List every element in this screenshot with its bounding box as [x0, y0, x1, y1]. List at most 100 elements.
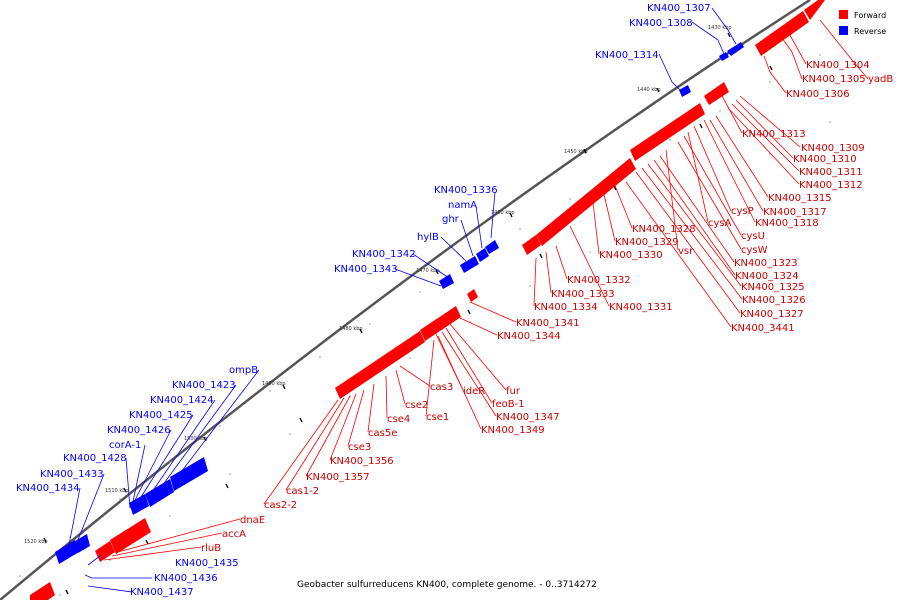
tick-marks [43, 32, 773, 595]
gene-label: cse1 [426, 412, 449, 423]
forward-gene-labels: KN400_1304 KN400_1305 yadB KN400_1306 KN… [201, 60, 893, 554]
gene-label: KN400_1428 [63, 453, 127, 464]
gene-label: cse3 [348, 442, 371, 453]
legend: Forward Reverse [839, 10, 886, 36]
tick-label: 1470 kbp [416, 268, 440, 274]
gene-label: KN400_1326 [742, 295, 806, 306]
gene-block-forward [110, 518, 151, 554]
gene-block-reverse [129, 494, 149, 515]
gene-label: KN400_1310 [793, 154, 857, 165]
gene-label: KN400_1318 [755, 218, 819, 229]
gene-block-reverse [170, 457, 208, 491]
gene-label: vsr [678, 246, 694, 257]
gene-label: cse4 [387, 414, 410, 425]
gene-label: KN400_1357 [306, 472, 370, 483]
gene-label: ompB [229, 365, 258, 376]
gene-block-reverse [460, 256, 479, 273]
gene-label: KN400_1426 [107, 425, 171, 436]
tick-label: 1500 kbp [184, 436, 208, 442]
reverse-genes [55, 42, 744, 564]
gene-label: fur [506, 386, 521, 397]
gene-label: KN400_1312 [799, 180, 863, 191]
gene-label: KN400_1304 [806, 60, 870, 71]
gene-label: cysP [731, 206, 754, 217]
gene-label: namA [448, 200, 477, 211]
gene-label: dnaE [240, 515, 265, 526]
gene-label: KN400_1330 [599, 250, 663, 261]
gene-label: KN400_1341 [516, 318, 580, 329]
gene-label: KN400_1342 [352, 249, 416, 260]
gene-label: KN400_1323 [734, 258, 798, 269]
gene-label: rluB [201, 543, 221, 554]
legend-swatch-forward [839, 10, 848, 19]
gene-block-forward [536, 158, 636, 246]
tick-label: 1440 kbp [637, 87, 661, 93]
gene-block-forward [522, 235, 541, 255]
gene-label: cas3 [430, 382, 453, 393]
gene-label: KN400_1317 [763, 207, 827, 218]
gene-block-forward [630, 103, 705, 161]
gene-label: feoB-1 [492, 399, 525, 410]
legend-swatch-reverse [839, 26, 848, 35]
gene-label: KN400_1311 [799, 167, 863, 178]
gene-label: KN400_1305 [802, 74, 866, 85]
gene-label: KN400_1309 [801, 143, 865, 154]
gene-block-forward [95, 541, 115, 562]
gene-label: cas2-2 [264, 500, 297, 511]
gene-block-reverse [679, 85, 691, 97]
gene-label: KN400_1315 [768, 193, 832, 204]
tick-label: 1460 kbp [491, 210, 515, 216]
gene-label: cysU [741, 231, 765, 242]
gene-label: KN400_1331 [609, 302, 673, 313]
gene-label: KN400_1436 [154, 573, 218, 584]
reverse-connectors [68, 7, 737, 593]
gene-label: KN400_1313 [742, 129, 806, 140]
tick-label: 1520 kbp [24, 539, 48, 545]
gene-label: KN400_1327 [740, 309, 804, 320]
gene-block-reverse [55, 540, 79, 564]
gene-label: cysW [741, 245, 768, 256]
gene-block-forward [420, 306, 461, 341]
reverse-gene-labels: KN400_1307 KN400_1308 KN400_1314 KN400_1… [16, 3, 711, 598]
tick-label: 1510 kbp [105, 488, 129, 494]
gene-label: cysA [708, 218, 732, 229]
gene-block-forward [467, 289, 478, 302]
tick-label: 1480 kbp [339, 326, 363, 332]
gene-label: KN400_1356 [330, 456, 394, 467]
gene-label: KN400_1423 [172, 380, 236, 391]
gene-label: KN400_1425 [129, 410, 193, 421]
gene-block-forward [30, 582, 55, 600]
gene-label: KN400_1347 [496, 412, 560, 423]
scale-dots [19, 54, 831, 596]
gene-label: KN400_1336 [434, 185, 498, 196]
gene-block-reverse [727, 42, 744, 56]
gene-label: ghr [442, 214, 460, 225]
genome-backbone [0, 0, 811, 600]
gene-block-forward [755, 11, 809, 56]
gene-label: KN400_1329 [615, 237, 679, 248]
gene-label: KN400_3441 [731, 323, 795, 334]
gene-block-forward [804, 0, 825, 20]
gene-label: KN400_1349 [481, 425, 545, 436]
tick-labels: 1430 kbp 1440 kbp 1450 kbp 1460 kbp 1470… [24, 25, 732, 545]
gene-label: hylB [417, 232, 439, 243]
tick-label: 1430 kbp [708, 25, 732, 31]
tick-label: 1450 kbp [564, 149, 588, 155]
gene-block-reverse [476, 248, 489, 262]
gene-label: cse2 [405, 400, 428, 411]
gene-label: accA [222, 529, 246, 540]
gene-block-forward [335, 331, 425, 399]
gene-label: KN400_1308 [629, 18, 693, 29]
gene-label: KN400_1434 [16, 483, 80, 494]
gene-block-reverse [719, 52, 729, 61]
gene-label: KN400_1314 [595, 50, 659, 61]
gene-label: KN400_1333 [551, 289, 615, 300]
gene-label: KN400_1424 [150, 395, 214, 406]
gene-label: corA-1 [109, 440, 141, 451]
gene-label: yadB [868, 74, 893, 85]
gene-label: KN400_1433 [40, 469, 104, 480]
gene-block-reverse [75, 534, 90, 553]
tick-label: 1490 kbp [262, 381, 286, 387]
